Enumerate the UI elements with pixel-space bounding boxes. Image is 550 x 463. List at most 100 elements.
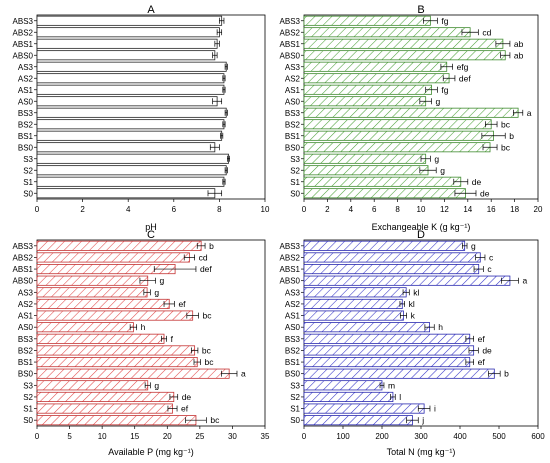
- significance-letter: g: [154, 287, 159, 297]
- panel-d: D 0 100 200 300 400 500 600 Total N (mg kg⁻¹) ABS…: [280, 229, 546, 457]
- panel-letter: C: [147, 229, 155, 241]
- error-bar: [402, 289, 410, 296]
- error-bar: [169, 393, 179, 400]
- error-bar: [453, 178, 469, 185]
- x-tick-label: 16: [487, 205, 496, 214]
- error-bar: [473, 266, 484, 273]
- error-bar: [207, 190, 223, 197]
- y-tick-label: ABS2: [13, 253, 34, 262]
- error-bar: [161, 335, 167, 342]
- bar: [36, 275, 149, 286]
- x-tick-label: 18: [510, 205, 519, 214]
- y-tick-label: BS1: [285, 358, 301, 367]
- error-bar: [212, 98, 223, 105]
- x-tick-label: 6: [372, 205, 377, 214]
- y-tick-label: AS0: [285, 323, 301, 332]
- y-tick-label: AS1: [18, 86, 34, 95]
- bar: [36, 298, 170, 309]
- y-tick-label: BS1: [285, 132, 301, 141]
- panel-letter: D: [417, 229, 425, 241]
- panel-a: A 0 2 4 6 8 10 pH ABS3 ABS2 ABS1 ABS0 AS3 AS2 AS1 AS0 BS…: [13, 4, 270, 232]
- error-bar: [183, 254, 195, 261]
- y-tick-label: S2: [23, 166, 33, 175]
- error-bar: [214, 40, 220, 47]
- error-bar: [220, 132, 224, 139]
- bar: [303, 415, 413, 426]
- error-bar: [163, 300, 175, 307]
- y-tick-label: ABS1: [13, 40, 34, 49]
- y-tick-label: AS2: [285, 300, 301, 309]
- significance-letter: g: [471, 241, 476, 251]
- significance-letter: def: [459, 73, 471, 83]
- x-tick-label: 8: [217, 205, 222, 214]
- y-tick-label: BS2: [18, 120, 34, 129]
- y-tick-label: BS1: [18, 132, 34, 141]
- y-tick-label: S2: [23, 393, 33, 402]
- bar: [303, 130, 494, 141]
- error-bar: [186, 312, 199, 319]
- significance-letter: bc: [501, 142, 511, 152]
- significance-letter: de: [482, 345, 492, 355]
- error-bar: [167, 405, 178, 412]
- bar: [36, 240, 202, 251]
- plot-frame: [36, 14, 266, 200]
- error-bar: [440, 63, 453, 70]
- bar: [36, 84, 225, 95]
- error-bar: [500, 277, 519, 284]
- y-tick-label: ABS0: [280, 277, 301, 286]
- panel-letter: B: [417, 4, 424, 16]
- bar: [303, 240, 466, 251]
- significance-letter: ef: [478, 357, 486, 367]
- y-tick-label: ABS2: [280, 253, 301, 262]
- y-tick-label: BS3: [18, 335, 34, 344]
- panel-letter: A: [147, 4, 155, 16]
- y-tick-label: S1: [23, 405, 33, 414]
- y-tick-label: AS3: [285, 288, 301, 297]
- y-tick-label: BS3: [285, 335, 301, 344]
- y-tick-label: AS2: [18, 300, 34, 309]
- x-axis-label: pH: [145, 222, 157, 232]
- significance-letter: b: [504, 369, 509, 379]
- bar: [36, 357, 198, 368]
- bar: [303, 27, 471, 38]
- error-bar: [424, 324, 435, 331]
- y-tick-label: ABS0: [13, 277, 34, 286]
- error-bar: [222, 75, 226, 82]
- error-bar: [212, 52, 218, 59]
- error-bar: [216, 29, 223, 36]
- significance-letter: a: [241, 369, 246, 379]
- error-bar: [500, 52, 511, 59]
- error-bar: [465, 335, 474, 342]
- error-bar: [390, 393, 396, 400]
- bar: [36, 96, 218, 107]
- y-tick-label: ABS1: [13, 265, 34, 274]
- x-tick-label: 8: [395, 205, 400, 214]
- error-bar: [222, 86, 226, 93]
- bar: [303, 84, 432, 95]
- bar: [36, 380, 149, 391]
- significance-letter: g: [440, 165, 445, 175]
- significance-letter: a: [523, 276, 528, 286]
- significance-letter: c: [489, 252, 494, 262]
- significance-letter: k: [411, 311, 416, 321]
- y-tick-label: BS0: [285, 143, 301, 152]
- bar: [36, 252, 190, 263]
- y-tick-label: S0: [23, 189, 33, 198]
- error-bar: [419, 98, 432, 105]
- error-bar: [144, 382, 151, 389]
- x-tick-label: 0: [302, 432, 307, 441]
- x-tick-label: 100: [336, 432, 350, 441]
- x-tick-label: 35: [261, 432, 270, 441]
- significance-letter: g: [434, 154, 439, 164]
- error-bar: [461, 29, 479, 36]
- significance-letter: de: [472, 177, 482, 187]
- bar: [36, 50, 216, 61]
- error-bar: [488, 370, 501, 377]
- error-bar: [139, 277, 156, 284]
- error-bar: [222, 178, 226, 185]
- x-tick-label: 20: [163, 432, 172, 441]
- y-tick-label: ABS1: [280, 40, 301, 49]
- error-bar: [191, 347, 199, 354]
- y-tick-label: AS0: [285, 97, 301, 106]
- bar: [303, 176, 462, 187]
